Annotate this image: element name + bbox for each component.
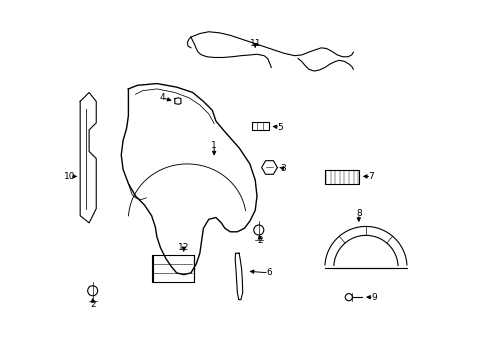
Text: 7: 7 — [367, 172, 373, 181]
Text: 8: 8 — [355, 210, 361, 219]
Text: 2: 2 — [257, 236, 263, 245]
Bar — [251, 122, 268, 130]
Text: 10: 10 — [64, 172, 76, 181]
Text: 2: 2 — [90, 300, 95, 309]
Text: 3: 3 — [280, 164, 285, 173]
Text: 6: 6 — [265, 268, 271, 277]
Text: 5: 5 — [277, 123, 283, 132]
Text: 12: 12 — [178, 243, 189, 252]
Text: 9: 9 — [370, 293, 376, 302]
Text: 4: 4 — [159, 93, 165, 102]
Text: 11: 11 — [249, 39, 261, 48]
Text: 1: 1 — [211, 141, 217, 150]
